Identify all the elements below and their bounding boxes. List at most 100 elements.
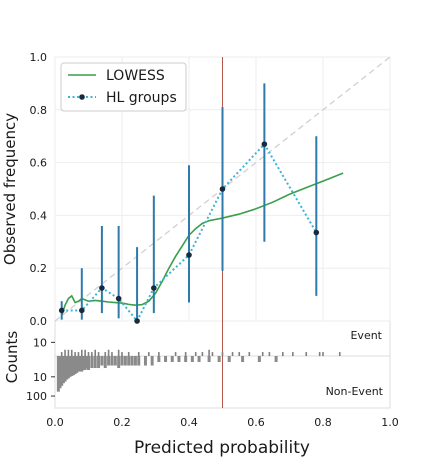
nonevent-count-bar: [80, 356, 84, 372]
nonevent-count-bar: [113, 356, 117, 366]
event-count-bar: [158, 352, 160, 356]
nonevent-count-bar: [90, 356, 94, 369]
hl-group-point: [134, 318, 140, 324]
nonevent-count-bar: [58, 356, 62, 389]
event-count-bar: [305, 352, 308, 356]
nonevent-count-bar: [75, 356, 79, 373]
nonevent-count-bar: [120, 356, 124, 366]
event-count-bar: [70, 349, 73, 356]
nonevent-count-bar: [137, 356, 141, 366]
x-tick-label: 0.8: [314, 416, 332, 429]
event-count-bar: [91, 352, 93, 356]
event-count-bar: [107, 349, 110, 356]
nonevent-count-bar: [117, 356, 121, 369]
event-count-bar: [74, 352, 76, 356]
hl-group-point: [115, 295, 122, 302]
nonevent-count-bar: [93, 356, 97, 369]
count-histogram: [56, 349, 341, 392]
y-tick-label: 0.0: [30, 315, 48, 328]
event-count-bar: [201, 352, 204, 356]
event-count-bar: [111, 352, 113, 356]
event-count-bar: [127, 352, 130, 356]
event-count-bar: [64, 349, 66, 356]
event-count-bar: [261, 352, 264, 356]
nonevent-count-bar: [197, 356, 201, 363]
event-count-tick: 10: [33, 336, 47, 349]
hl-group-point: [186, 252, 192, 258]
nonevent-count-bar: [63, 356, 67, 382]
event-count-bar: [338, 352, 341, 356]
event-count-bar: [137, 352, 140, 356]
legend: LOWESS HL groups: [60, 62, 187, 112]
nonevent-count-bar: [207, 356, 211, 363]
event-count-bar: [248, 352, 251, 356]
event-count-bar: [104, 352, 107, 356]
nonevent-count-bar: [241, 356, 245, 363]
nonevent-count-bar: [73, 356, 77, 375]
event-count-bar: [121, 352, 123, 356]
nonevent-label: Non-Event: [326, 385, 384, 398]
event-count-bar: [221, 352, 224, 356]
event-count-bar: [84, 349, 86, 356]
y-tick-label: 0.6: [30, 157, 48, 170]
nonevent-count-bar: [177, 356, 181, 363]
hl-groups-line: [61, 142, 318, 323]
event-count-bar: [268, 352, 271, 356]
y-tick-label: 0.8: [30, 104, 48, 117]
hl-group-point: [313, 229, 320, 236]
legend-lowess-label: LOWESS: [106, 68, 165, 84]
x-tick-label: 0.4: [180, 416, 198, 429]
hl-group-point: [151, 285, 157, 291]
y-axis-label-bottom: Counts: [3, 331, 21, 384]
event-count-bar: [81, 349, 83, 356]
hl-group-point: [219, 186, 226, 192]
event-count-bar: [211, 352, 214, 356]
event-count-bar: [94, 349, 96, 356]
event-count-bar: [292, 352, 294, 356]
nonevent-count-bar: [100, 356, 104, 366]
nonevent-count-bar: [184, 356, 188, 363]
nonevent-count-bar: [81, 356, 85, 370]
nonevent-count-bar: [87, 356, 90, 370]
nonevent-count-bar: [157, 356, 161, 363]
nonevent-count-tick: 100: [26, 390, 47, 403]
nonevent-count-bar: [103, 356, 107, 369]
y-tick-label: 1.0: [30, 51, 48, 64]
event-label: Event: [350, 329, 382, 342]
event-count-bar: [322, 352, 324, 356]
event-count-bar: [184, 352, 187, 356]
nonevent-count-bar: [150, 356, 154, 366]
nonevent-count-bar: [68, 356, 72, 377]
nonevent-count-bar: [130, 356, 134, 366]
nonevent-count-bar: [190, 356, 194, 363]
hl-group-point: [261, 141, 268, 147]
y-tick-label: 0.2: [30, 262, 48, 275]
nonevent-count-bar: [76, 356, 80, 372]
event-count-bar: [231, 352, 234, 356]
x-tick-label: 0.2: [113, 416, 131, 429]
event-count-bar: [87, 352, 90, 356]
series-layer: [58, 83, 344, 324]
event-count-bar: [282, 352, 284, 356]
event-count-bar: [67, 349, 70, 356]
nonevent-count-bar: [274, 356, 278, 363]
event-count-bar: [208, 349, 210, 356]
nonevent-count-bar: [127, 356, 131, 366]
y-axis-label-top: Observed frequency: [1, 113, 19, 265]
event-count-bar: [97, 352, 100, 356]
x-tick-label: 0.6: [247, 416, 265, 429]
nonevent-count-bar: [78, 356, 82, 372]
event-count-bar: [60, 352, 63, 356]
nonevent-count-bar: [60, 356, 64, 386]
nonevent-count-bar: [143, 356, 147, 366]
legend-hl-marker: [79, 94, 85, 100]
nonevent-count-bar: [227, 356, 231, 363]
nonevent-count-bar: [66, 356, 70, 379]
nonevent-count-bar: [71, 356, 75, 376]
x-tick-label: 1.0: [381, 416, 399, 429]
nonevent-count-tick: 10: [33, 371, 47, 384]
nonevent-count-bar: [65, 356, 69, 380]
nonevent-count-bar: [123, 356, 127, 366]
event-count-bar: [194, 352, 197, 356]
